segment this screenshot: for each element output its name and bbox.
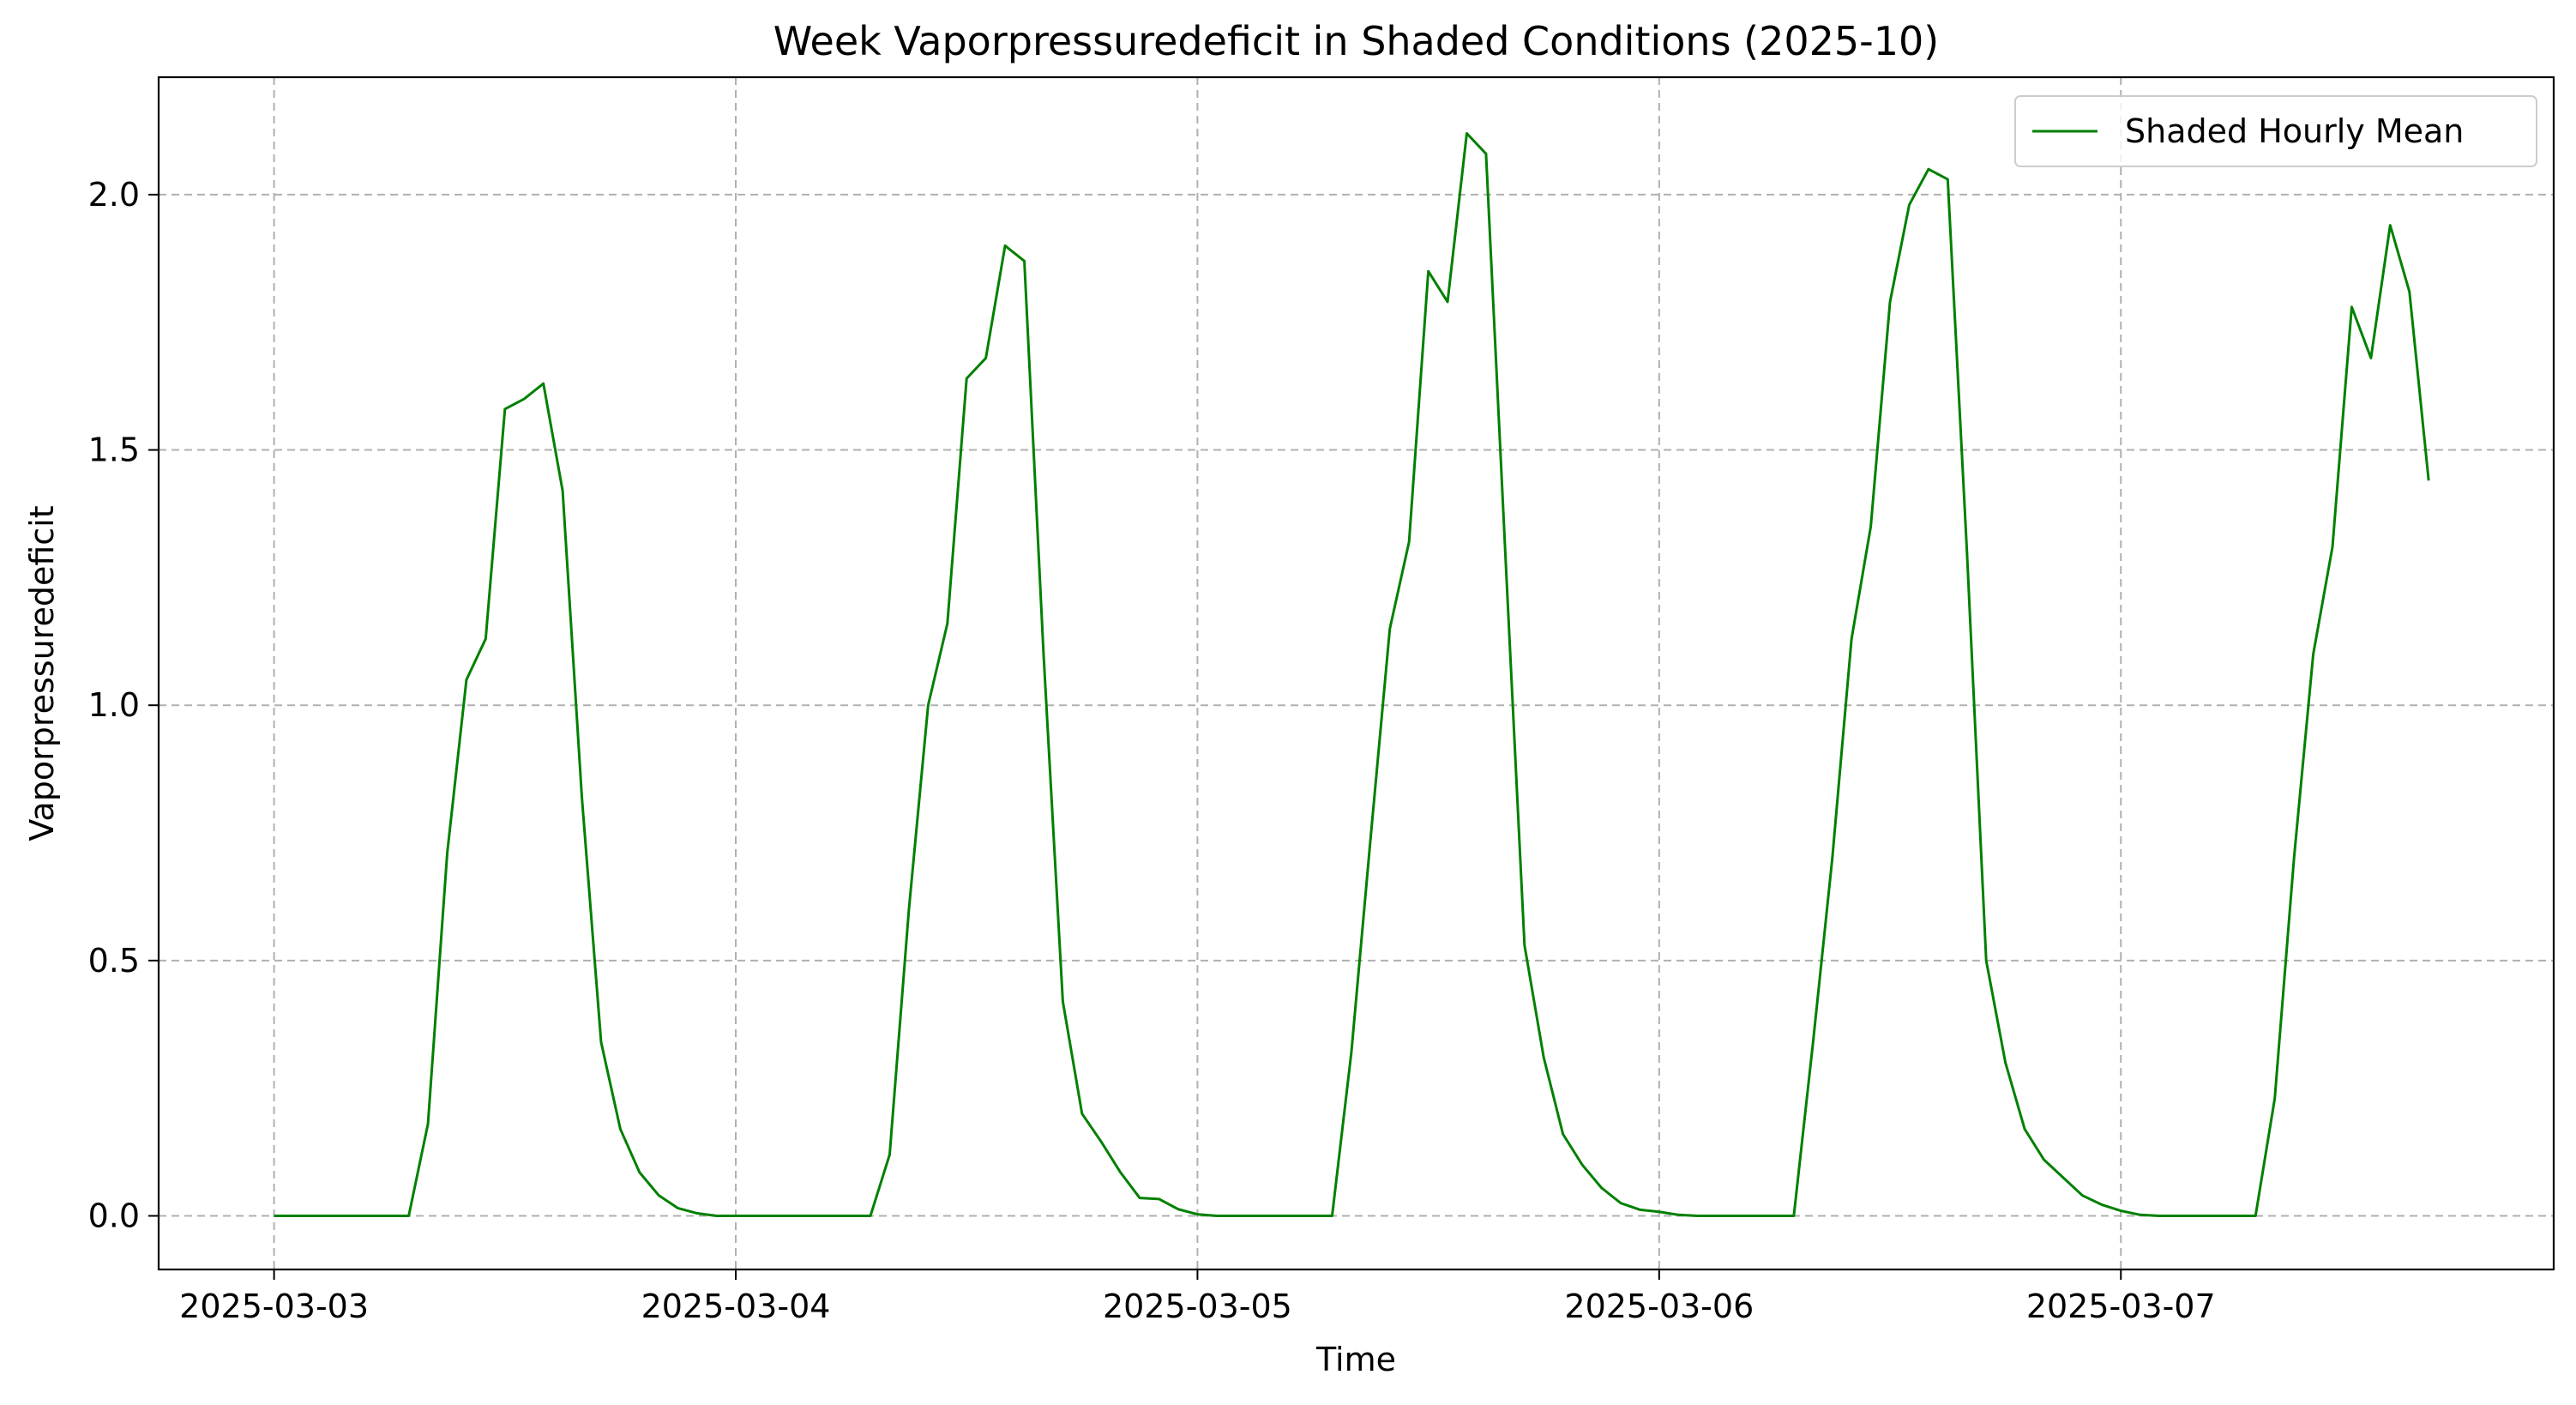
- y-tick-label: 2.0: [88, 176, 140, 214]
- legend-label: Shaded Hourly Mean: [2125, 112, 2464, 150]
- y-tick-label: 0.5: [88, 942, 140, 980]
- legend-box: [2014, 95, 2537, 167]
- tick-layer: 2025-03-03 2025-03-04 2025-03-05 2025-03-06…: [88, 176, 2216, 1325]
- y-axis-label: Vaporpressuredeficit: [23, 505, 61, 841]
- chart-title: Week Vaporpressuredeficit in Shaded Cond…: [773, 18, 1940, 64]
- x-tick-label: 2025-03-04: [641, 1287, 831, 1325]
- grid-layer: [159, 77, 2554, 1269]
- x-tick-label: 2025-03-05: [1103, 1287, 1292, 1325]
- y-tick-label: 0.0: [88, 1197, 140, 1234]
- x-tick-label: 2025-03-07: [2026, 1287, 2216, 1325]
- y-tick-label: 1.0: [88, 686, 140, 724]
- y-tick-label: 1.5: [88, 431, 140, 469]
- x-tick-label: 2025-03-06: [1564, 1287, 1754, 1325]
- legend: Shaded Hourly Mean: [2014, 95, 2537, 167]
- series-line: [274, 131, 2430, 1217]
- x-tick-label: 2025-03-03: [179, 1287, 369, 1325]
- line-layer: [274, 131, 2430, 1217]
- plot-frame: [157, 75, 2555, 1271]
- x-axis-label: Time: [1315, 1341, 1396, 1378]
